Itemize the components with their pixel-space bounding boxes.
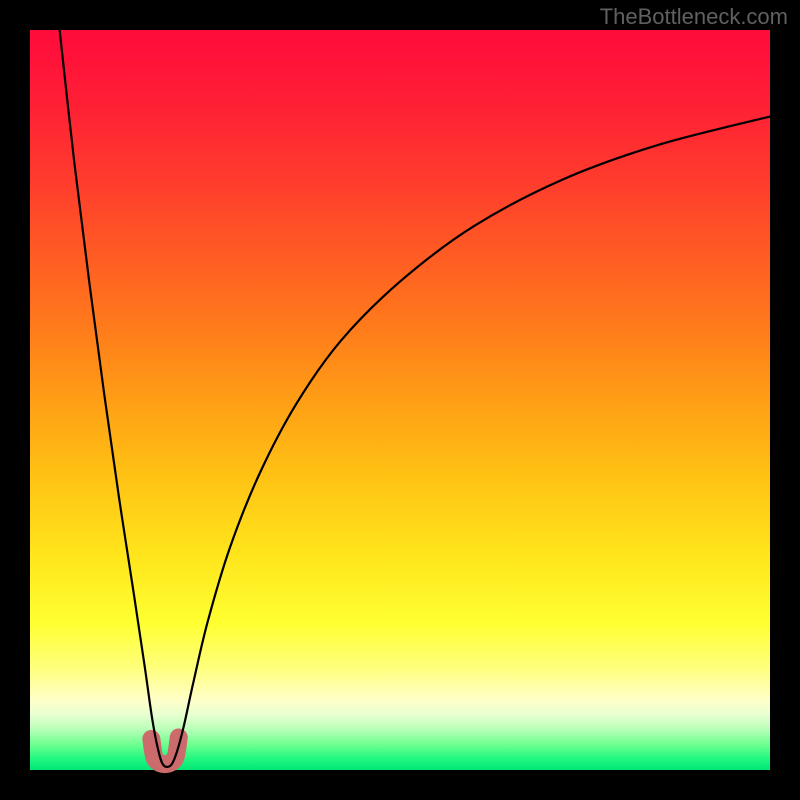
watermark-text: TheBottleneck.com bbox=[600, 4, 788, 30]
bottleneck-chart bbox=[0, 0, 800, 800]
plot-background bbox=[30, 30, 770, 770]
chart-container: TheBottleneck.com bbox=[0, 0, 800, 800]
